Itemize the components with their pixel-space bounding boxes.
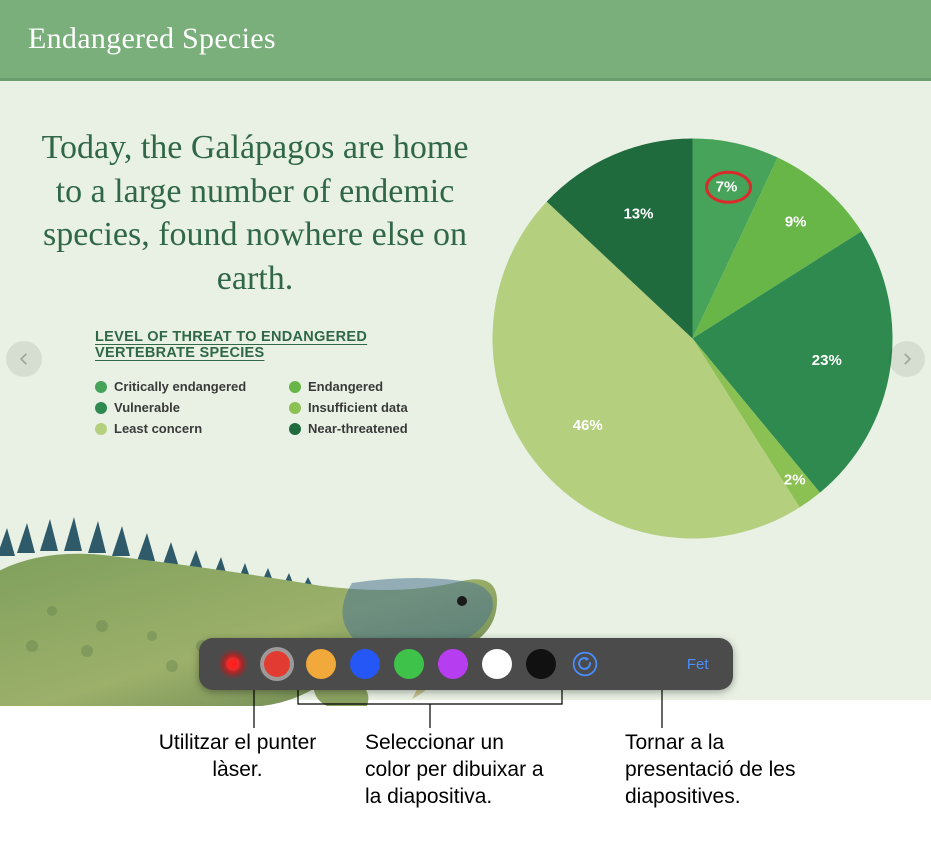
- laser-pointer-button[interactable]: [211, 649, 255, 679]
- legend-title: LEVEL OF THREAT TO ENDANGERED VERTEBRATE…: [95, 329, 455, 361]
- legend-item: Insufficient data: [289, 400, 455, 415]
- legend-label: Near-threatened: [308, 421, 408, 436]
- slide-title: Endangered Species: [28, 22, 276, 56]
- color-swatch-icon: [306, 649, 336, 679]
- legend-item: Vulnerable: [95, 400, 261, 415]
- callout-colors: Seleccionar un color per dibuixar a la d…: [365, 730, 550, 811]
- slide-body: Today, the Galápagos are home to a large…: [0, 81, 931, 700]
- color-swatch-icon: [482, 649, 512, 679]
- legend-swatch: [95, 381, 107, 393]
- legend-label: Vulnerable: [114, 400, 180, 415]
- pie-label: 7%: [716, 178, 738, 195]
- legend-swatch: [289, 423, 301, 435]
- color-swatch-icon: [438, 649, 468, 679]
- pie-label: 46%: [573, 417, 603, 434]
- done-button[interactable]: Fet: [675, 656, 721, 673]
- legend-swatch: [95, 402, 107, 414]
- chart-legend: LEVEL OF THREAT TO ENDANGERED VERTEBRATE…: [95, 329, 455, 436]
- pie-chart: 7% 9% 23% 2% 46% 13%: [485, 131, 900, 546]
- pen-color-purple[interactable]: [431, 649, 475, 679]
- pen-color-blue[interactable]: [343, 649, 387, 679]
- prev-slide-button[interactable]: [6, 341, 42, 377]
- slide-body-text: Today, the Galápagos are home to a large…: [25, 126, 485, 300]
- color-swatch-icon: [350, 649, 380, 679]
- legend-swatch: [289, 381, 301, 393]
- slide-area: Endangered Species Today, the Galápagos …: [0, 0, 931, 700]
- slide-title-bar: Endangered Species: [0, 0, 931, 81]
- legend-item: Critically endangered: [95, 379, 261, 394]
- legend-item: Near-threatened: [289, 421, 455, 436]
- pie-label: 23%: [812, 352, 842, 369]
- color-swatch-icon: [526, 649, 556, 679]
- undo-icon: [570, 649, 600, 679]
- callout-laser: Utilitzar el punter làser.: [150, 730, 325, 784]
- color-swatch-icon: [394, 649, 424, 679]
- drawing-toolbar: Fet: [199, 638, 733, 690]
- pen-color-green[interactable]: [387, 649, 431, 679]
- next-slide-button[interactable]: [889, 341, 925, 377]
- legend-item: Endangered: [289, 379, 455, 394]
- callouts: Utilitzar el punter làser. Seleccionar u…: [0, 700, 931, 865]
- pen-color-orange[interactable]: [299, 649, 343, 679]
- pie-label: 13%: [623, 206, 653, 223]
- pie-label: 2%: [784, 471, 806, 488]
- legend-swatch: [289, 402, 301, 414]
- color-swatch-icon: [262, 649, 292, 679]
- pen-color-white[interactable]: [475, 649, 519, 679]
- callout-done: Tornar a la presentació de les diapositi…: [625, 730, 810, 811]
- legend-item: Least concern: [95, 421, 261, 436]
- legend-label: Least concern: [114, 421, 202, 436]
- legend-label: Endangered: [308, 379, 383, 394]
- legend-swatch: [95, 423, 107, 435]
- legend-label: Insufficient data: [308, 400, 408, 415]
- pen-color-red[interactable]: [255, 649, 299, 679]
- pen-color-black[interactable]: [519, 649, 563, 679]
- legend-label: Critically endangered: [114, 379, 246, 394]
- pie-label: 9%: [785, 213, 807, 230]
- undo-button[interactable]: [563, 649, 607, 679]
